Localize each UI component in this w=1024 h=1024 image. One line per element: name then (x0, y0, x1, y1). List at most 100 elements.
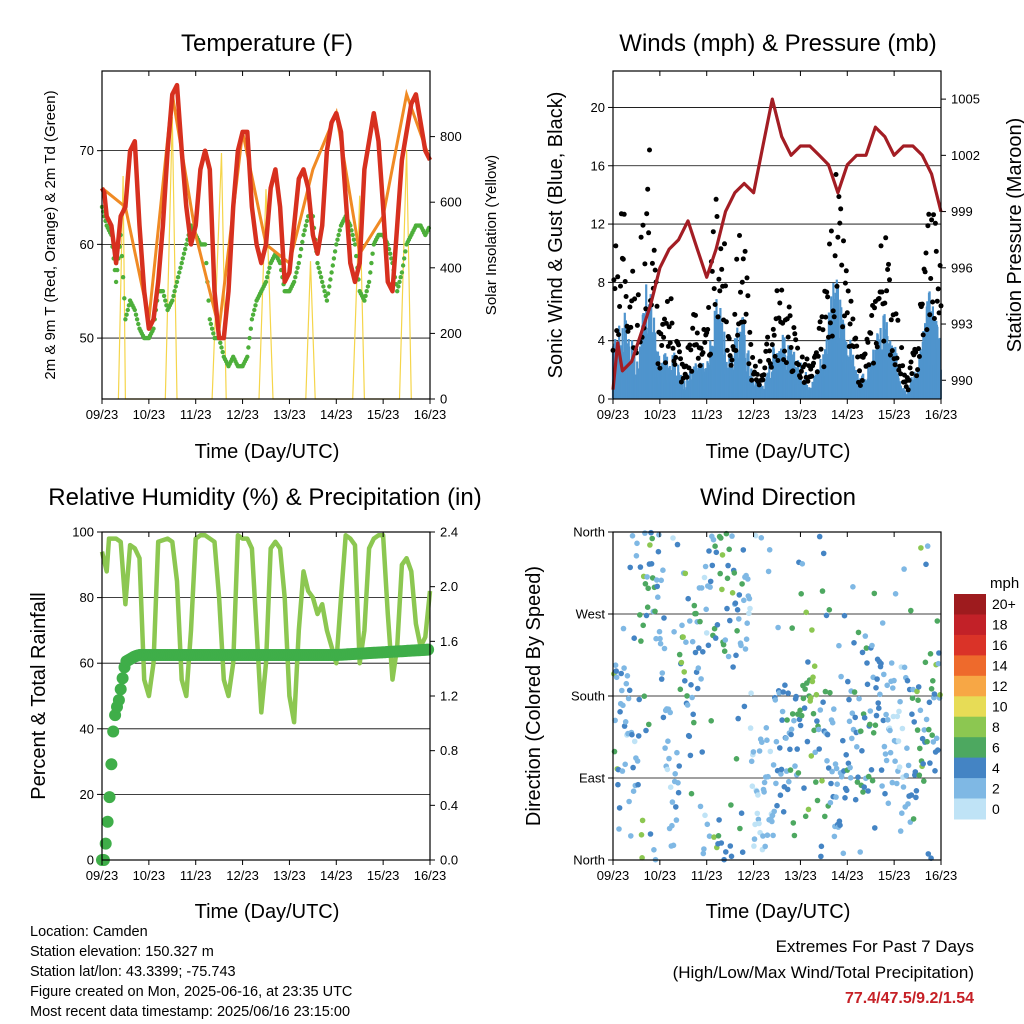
direction-point (829, 719, 836, 726)
gust-point (694, 330, 700, 336)
info-created: Figure created on Mon, 2025-06-16, at 23… (30, 984, 353, 1000)
direction-point (612, 662, 619, 668)
legend-label: 14 (992, 658, 1008, 674)
direction-point (838, 673, 844, 680)
direction-point (833, 765, 840, 772)
gust-point (821, 364, 827, 370)
direction-point (692, 649, 699, 656)
direction-point (912, 769, 919, 775)
direction-point (828, 780, 834, 787)
direction-point (741, 703, 748, 710)
speed-legend: 20+ 18 16 14 12 10 8 6 4 2 0 (954, 594, 1016, 820)
gust-point (761, 372, 767, 378)
dewpoint-point (325, 291, 331, 296)
direction-point (922, 659, 929, 666)
gust-point (779, 287, 785, 293)
direction-point (694, 685, 701, 692)
dewpoint-point (119, 253, 125, 259)
direction-point (742, 646, 749, 652)
dewpoint-point (329, 270, 334, 275)
direction-point (660, 567, 666, 573)
direction-point (686, 733, 693, 740)
direction-point (803, 609, 809, 616)
dewpoint-point (322, 289, 327, 294)
direction-point (877, 691, 883, 698)
dewpoint-point (172, 289, 177, 294)
gust-point (668, 296, 674, 302)
y-tick-label: 0 (598, 392, 605, 407)
direction-point (631, 635, 637, 641)
gust-point (764, 341, 770, 347)
y-tick-label: 60 (80, 656, 94, 671)
dewpoint-point (206, 298, 211, 303)
gust-point (774, 288, 780, 294)
direction-point (931, 691, 938, 697)
direction-point (850, 584, 856, 590)
direction-point (755, 816, 762, 823)
y2-tick-label: 200 (440, 326, 462, 341)
direction-point (731, 570, 738, 576)
precip-point (101, 815, 114, 828)
y-tick-label: 40 (80, 721, 94, 736)
direction-point (862, 633, 869, 639)
x-tick-label: 10/23 (644, 407, 677, 422)
gust-point (621, 211, 627, 217)
gust-point (665, 343, 671, 349)
direction-point (878, 767, 885, 773)
direction-point (613, 674, 620, 681)
direction-point (882, 790, 888, 797)
gust-point (831, 314, 837, 320)
direction-point (764, 832, 771, 838)
gust-point (874, 344, 880, 350)
direction-point (709, 562, 716, 569)
dewpoint-point (334, 242, 339, 247)
direction-point (884, 682, 890, 689)
dewpoint-point (181, 251, 187, 256)
direction-point (616, 826, 622, 832)
direction-point (914, 727, 921, 733)
direction-point (883, 711, 889, 718)
dewpoint-point (170, 298, 175, 303)
direction-point (794, 746, 800, 752)
x-tick-label: 16/23 (414, 868, 447, 883)
gust-point (719, 266, 725, 272)
direction-point (647, 831, 654, 837)
x-tick-label: 15/23 (878, 407, 911, 422)
direction-point (613, 668, 619, 674)
direction-point (899, 810, 905, 816)
dewpoint-point (303, 223, 308, 228)
gust-point (928, 276, 934, 281)
dewpoint-point (364, 289, 369, 294)
direction-point (712, 635, 719, 641)
direction-point (760, 833, 766, 839)
x-tick-label: 14/23 (831, 868, 864, 883)
y-tick-label: 70 (80, 143, 94, 158)
direction-point (813, 691, 820, 698)
gust-point (612, 286, 618, 292)
gust-point (848, 298, 854, 304)
direction-point (643, 727, 649, 734)
direction-point (874, 676, 880, 682)
gust-point (723, 319, 729, 325)
dewpoint-point (211, 331, 216, 336)
direction-point (660, 714, 667, 721)
direction-point (722, 637, 729, 643)
direction-point (621, 665, 627, 671)
gust-point (690, 325, 696, 331)
gust-point (756, 382, 762, 388)
legend-label: 18 (992, 617, 1008, 633)
direction-point (789, 625, 795, 631)
dewpoint-point (298, 246, 304, 252)
x-tick-label: 16/23 (414, 407, 447, 422)
direction-point (812, 749, 818, 756)
gust-series (610, 147, 944, 393)
direction-point (820, 699, 826, 705)
legend-swatch (954, 634, 986, 656)
direction-point (832, 761, 839, 767)
direction-point (797, 707, 803, 714)
direction-point (700, 649, 706, 655)
gust-point (930, 299, 936, 305)
dewpoint-point (315, 260, 320, 266)
direction-point (630, 764, 636, 771)
y2-tick-label: 1.2 (440, 689, 458, 704)
